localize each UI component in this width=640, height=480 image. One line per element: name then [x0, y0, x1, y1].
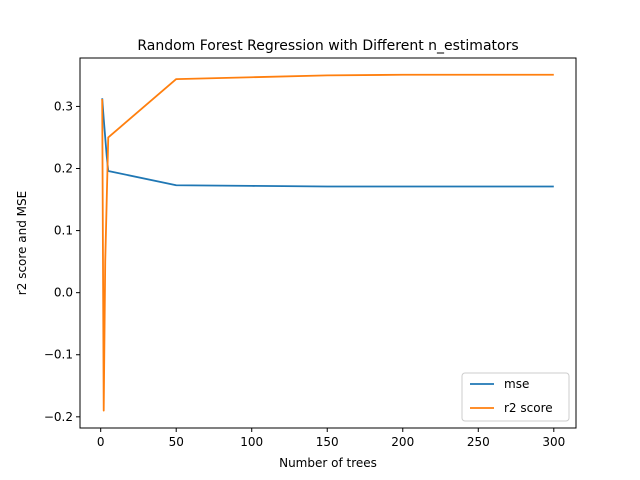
y-tick-label: −0.1 — [44, 348, 73, 362]
axis-ticks: 0 50 100 150 200 250 300 −0.2 −0.1 0.0 0.1 0.2 0.3 — [44, 99, 565, 449]
y-tick-label: −0.2 — [44, 410, 73, 424]
series-line-r2-score — [101, 73, 554, 412]
y-tick-label: 0.2 — [54, 162, 73, 176]
legend-label-mse: mse — [504, 377, 529, 391]
series-line-mse — [101, 98, 554, 188]
y-tick-label: 0.0 — [54, 286, 73, 300]
legend: mse r2 score — [461, 372, 570, 422]
legend-label-r2-score: r2 score — [504, 401, 553, 415]
plot-area — [101, 73, 554, 412]
x-tick-label: 150 — [316, 435, 339, 449]
chart-title: Random Forest Regression with Different … — [137, 38, 518, 54]
y-tick-label: 0.3 — [54, 99, 73, 113]
x-tick-label: 250 — [467, 435, 490, 449]
x-tick-label: 100 — [240, 435, 263, 449]
x-tick-label: 0 — [97, 435, 105, 449]
x-tick-label: 200 — [391, 435, 414, 449]
x-tick-label: 50 — [169, 435, 184, 449]
legend-box — [461, 372, 570, 422]
x-tick-label: 300 — [542, 435, 565, 449]
x-axis-label: Number of trees — [279, 456, 377, 470]
axes-frame — [79, 57, 577, 429]
y-tick-label: 0.1 — [54, 224, 73, 238]
y-axis-label: r2 score and MSE — [15, 191, 29, 295]
